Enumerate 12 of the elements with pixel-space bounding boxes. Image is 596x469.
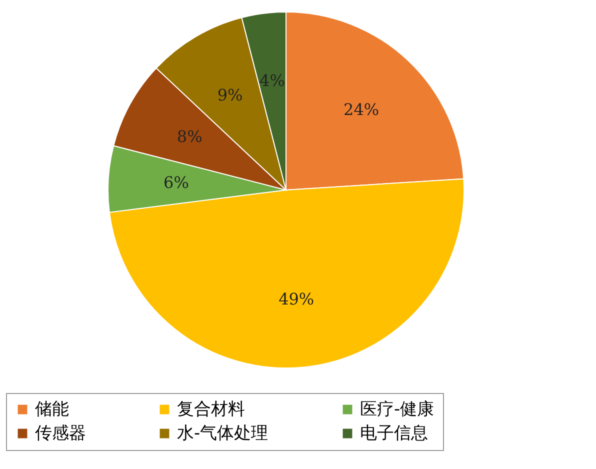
data-label: 4%	[260, 70, 285, 90]
legend-label: 传感器	[35, 424, 86, 444]
data-label: 49%	[278, 290, 314, 309]
data-label: 9%	[217, 85, 243, 104]
legend-label: 电子信息	[360, 424, 428, 444]
legend-label: 水-气体处理	[177, 424, 268, 444]
legend-label: 储能	[35, 400, 69, 420]
legend-label: 医疗-健康	[360, 400, 434, 420]
legend-label: 复合材料	[177, 400, 245, 420]
data-label: 6%	[164, 173, 189, 192]
data-label: 8%	[176, 127, 202, 146]
data-label: 24%	[344, 100, 380, 119]
